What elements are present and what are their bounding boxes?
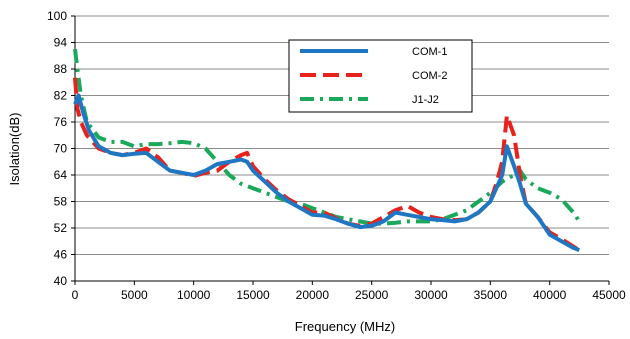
ticks-layer: 40 46 52 58 64 70 76 82 88 94 100 0 5000 10000 15000 20… (47, 9, 626, 302)
x-tick-label: 45000 (592, 288, 626, 302)
x-tick-label: 25000 (355, 288, 389, 302)
y-tick-label: 88 (54, 62, 68, 76)
x-axis-title: Frequency (MHz) (295, 319, 395, 334)
x-tick-label: 5000 (121, 288, 148, 302)
y-tick-label: 64 (54, 168, 68, 182)
y-tick-label: 40 (54, 274, 68, 288)
series-line-j1-j2 (73, 48, 581, 226)
y-tick-label: 100 (47, 9, 67, 23)
x-tick-label: 30000 (414, 288, 448, 302)
y-tick-label: 82 (54, 89, 68, 103)
x-tick-label: 15000 (236, 288, 270, 302)
legend-label-com-1: COM-1 (412, 46, 447, 58)
x-tick-label: 35000 (474, 288, 508, 302)
x-tick-label: 0 (72, 288, 79, 302)
y-tick-label: 70 (54, 142, 68, 156)
y-tick-label: 46 (54, 248, 68, 262)
legend-label-com-2: COM-2 (412, 70, 447, 82)
series-layer (73, 48, 581, 252)
legend-items: COM-1 COM-2 J1-J2 (300, 46, 447, 106)
y-axis-title: Isolation(dB) (7, 113, 22, 186)
y-tick-label: 52 (54, 221, 68, 235)
y-tick-label: 94 (54, 36, 68, 50)
x-tick-label: 40000 (533, 288, 567, 302)
series-line-com-1 (73, 93, 580, 252)
legend: COM-1 COM-2 J1-J2 (288, 39, 473, 113)
y-tick-label: 58 (54, 195, 68, 209)
y-tick-label: 76 (54, 115, 68, 129)
x-tick-label: 10000 (177, 288, 211, 302)
x-tick-label: 20000 (296, 288, 330, 302)
legend-label-j1-j2: J1-J2 (412, 94, 439, 106)
